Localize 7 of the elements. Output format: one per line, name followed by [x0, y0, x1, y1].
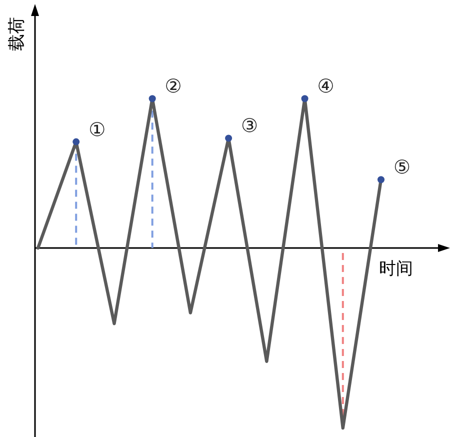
text: ④ — [317, 76, 334, 98]
text: ② — [164, 76, 182, 98]
annotation: ③ — [241, 115, 258, 138]
annotation: ① — [88, 118, 106, 141]
y-axis-title: 载荷 — [7, 17, 27, 51]
annotation: ⑤ — [393, 156, 411, 179]
x-axis-title: 时间 — [379, 259, 413, 279]
